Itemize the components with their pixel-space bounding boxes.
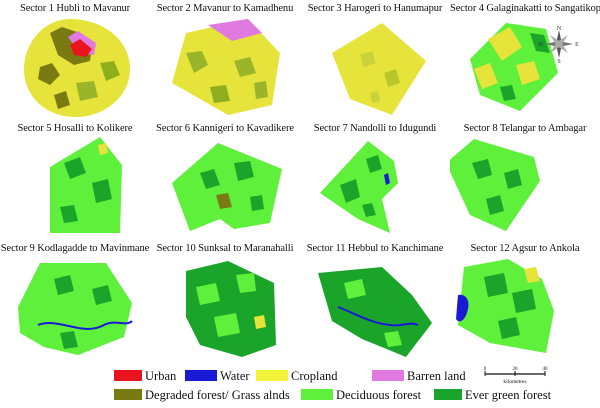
sector-4-panel: Sector 4 Galaginakatti to Sangatikoppa <box>450 3 600 121</box>
compass-west: W <box>538 42 544 48</box>
sector-7-map <box>320 141 398 233</box>
sector-9-title: Sector 9 Kodlagadde to Mavinmane <box>0 243 150 254</box>
compass-south: S <box>557 59 560 64</box>
legend-cropland: Cropland <box>256 369 338 383</box>
legend-water: Water <box>185 369 250 383</box>
sector-5-title: Sector 5 Hosalli to Kolikere <box>17 123 133 134</box>
sector-8-map <box>450 139 540 231</box>
sector-12-panel: Sector 12 Agsur to Ankola <box>450 243 600 361</box>
sector-7-panel: Sector 7 Nandolli to Idugundi <box>300 123 450 241</box>
sector-8-panel: Sector 8 Telangar to Ambagar <box>450 123 600 241</box>
legend-swatch-evergreen <box>434 389 462 400</box>
sector-10-panel: Sector 10 Sunksal to Maranahalli <box>150 243 300 361</box>
scale-tick-20: 20 <box>513 367 519 372</box>
legend-swatch-water <box>185 370 217 381</box>
legend-swatch-degraded <box>114 389 142 400</box>
legend-urban: Urban <box>114 369 176 383</box>
legend-degraded: Degraded forest/ Grass alnds <box>114 388 290 402</box>
sector-5-map <box>50 137 122 233</box>
sector-1-panel: Sector 1 Hubli to Mavanur <box>0 3 150 121</box>
compass-rose: N S W E <box>538 26 579 64</box>
sector-1-title: Sector 1 Hubli to Mavanur <box>19 3 131 14</box>
scale-tick-0: 0 <box>484 367 487 372</box>
legend-evergreen: Ever green forest <box>434 388 551 402</box>
sector-12-map <box>456 259 554 353</box>
sector-3-map <box>332 23 426 115</box>
sector-6-title: Sector 6 Kannigeri to Kavadikere <box>156 123 294 134</box>
sector-2-panel: Sector 2 Mavanur to Kamadhenu <box>150 3 300 121</box>
sector-9-panel: Sector 9 Kodlagadde to Mavinmane <box>0 243 150 361</box>
scale-tick-40: 40 <box>543 367 549 372</box>
sector-12-title: Sector 12 Agsur to Ankola <box>470 243 580 254</box>
sector-8-title: Sector 8 Telangar to Ambagar <box>463 123 587 134</box>
sector-11-title: Sector 11 Hebbul to Kanchimane <box>306 243 444 254</box>
sector-2-title: Sector 2 Mavanur to Kamadhenu <box>156 3 294 14</box>
sector-11-panel: Sector 11 Hebbul to Kanchimane <box>300 243 450 361</box>
sector-2-map <box>172 19 280 115</box>
legend-deciduous: Deciduous forest <box>301 388 421 402</box>
sector-10-title: Sector 10 Sunksal to Maranahalli <box>156 243 294 254</box>
sector-9-map <box>18 263 133 355</box>
legend-swatch-cropland <box>256 370 288 381</box>
sector-10-map <box>186 261 276 357</box>
sector-6-map <box>172 143 282 231</box>
sector-4-map <box>470 23 558 111</box>
scale-unit: kilometres <box>503 379 526 385</box>
legend-swatch-deciduous <box>301 389 333 400</box>
sector-6-panel: Sector 6 Kannigeri to Kavadikere <box>150 123 300 241</box>
scale-bar: 0 20 40 kilometres <box>484 367 549 385</box>
sector-4-title: Sector 4 Galaginakatti to Sangatikoppa <box>450 3 600 14</box>
sector-7-title: Sector 7 Nandolli to Idugundi <box>313 123 437 134</box>
legend-swatch-barren <box>372 370 404 381</box>
compass-north: N <box>557 26 562 32</box>
legend-swatch-urban <box>114 370 142 381</box>
sector-11-map <box>318 267 432 357</box>
sector-1-map <box>24 19 130 117</box>
sector-5-panel: Sector 5 Hosalli to Kolikere <box>0 123 150 241</box>
sector-3-title: Sector 3 Harogeri to Hanumapur <box>307 3 443 14</box>
legend-barren: Barren land <box>372 369 466 383</box>
sector-3-panel: Sector 3 Harogeri to Hanumapur <box>300 3 450 121</box>
compass-east: E <box>575 42 579 48</box>
